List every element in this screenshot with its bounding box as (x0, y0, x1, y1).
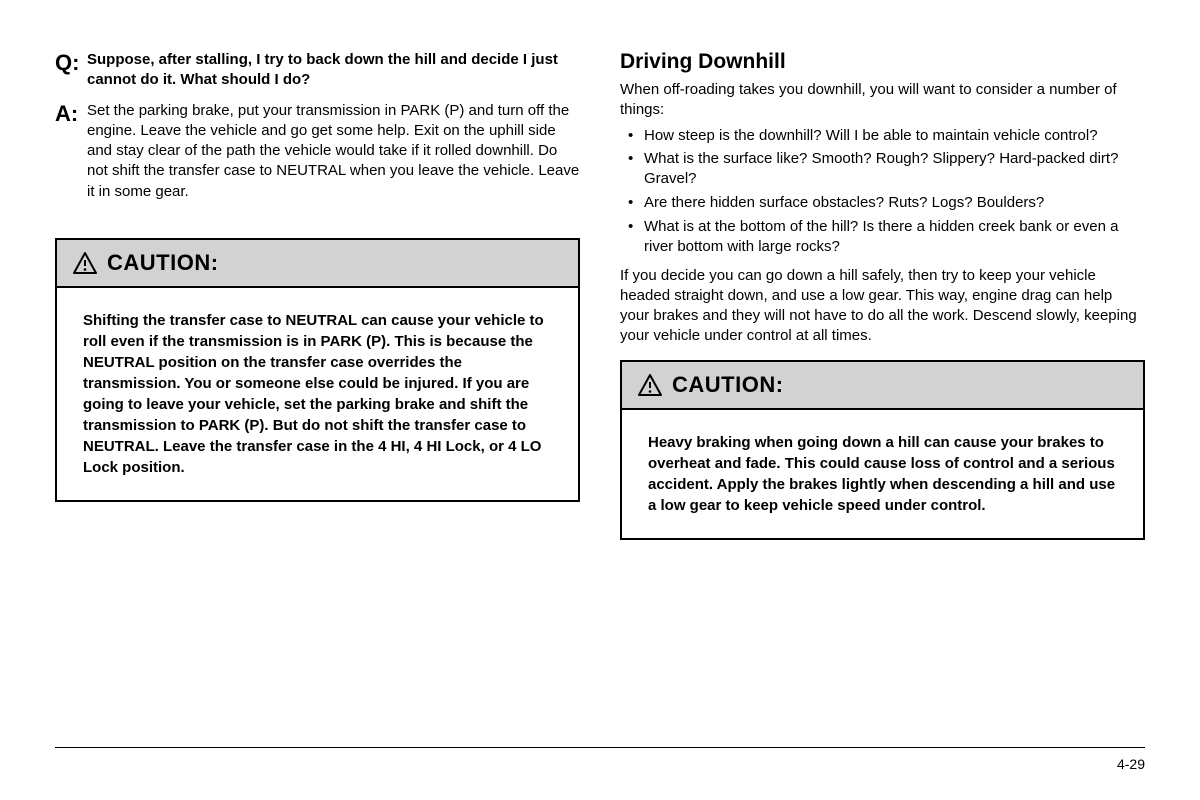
list-item: What is at the bottom of the hill? Is th… (644, 217, 1145, 257)
answer-row: A: Set the parking brake, put your trans… (55, 101, 580, 202)
list-item: Are there hidden surface obstacles? Ruts… (644, 193, 1145, 213)
question-row: Q: Suppose, after stalling, I try to bac… (55, 50, 580, 91)
caution-box-left: CAUTION: Shifting the transfer case to N… (55, 238, 580, 502)
q-letter: Q: (55, 50, 87, 76)
caution-title: CAUTION: (672, 372, 784, 398)
caution-body-left: Shifting the transfer case to NEUTRAL ca… (57, 288, 578, 500)
page-content: Q: Suppose, after stalling, I try to bac… (55, 50, 1145, 730)
caution-box-right: CAUTION: Heavy braking when going down a… (620, 360, 1145, 540)
a-letter: A: (55, 101, 87, 127)
right-column: Driving Downhill When off-roading takes … (620, 50, 1145, 730)
para2-text: If you decide you can go down a hill saf… (620, 266, 1145, 345)
caution-header: CAUTION: (57, 240, 578, 288)
question-text: Suppose, after stalling, I try to back d… (87, 50, 580, 91)
list-item: What is the surface like? Smooth? Rough?… (644, 149, 1145, 189)
answer-text: Set the parking brake, put your transmis… (87, 101, 580, 202)
warning-icon (73, 252, 97, 274)
caution-title: CAUTION: (107, 250, 219, 276)
intro-text: When off-roading takes you downhill, you… (620, 80, 1145, 120)
list-item: How steep is the downhill? Will I be abl… (644, 126, 1145, 146)
caution-header: CAUTION: (622, 362, 1143, 410)
qa-block: Q: Suppose, after stalling, I try to bac… (55, 50, 580, 212)
page-number: 4-29 (1117, 756, 1145, 772)
section-title: Driving Downhill (620, 50, 1145, 74)
caution-body-right: Heavy braking when going down a hill can… (622, 410, 1143, 538)
warning-icon (638, 374, 662, 396)
bullet-list: How steep is the downhill? Will I be abl… (620, 126, 1145, 261)
left-column: Q: Suppose, after stalling, I try to bac… (55, 50, 580, 730)
page-footer: 4-29 (55, 747, 1145, 772)
